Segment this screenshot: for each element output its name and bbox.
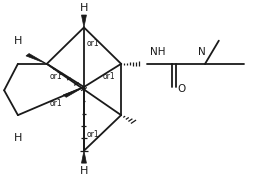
Text: H: H (80, 2, 88, 12)
Text: or1: or1 (49, 99, 62, 108)
Polygon shape (26, 54, 47, 64)
Text: O: O (178, 84, 186, 94)
Polygon shape (63, 87, 84, 97)
Text: or1: or1 (87, 39, 99, 48)
Text: or1: or1 (87, 130, 99, 139)
Text: or1: or1 (103, 72, 116, 81)
Text: H: H (14, 36, 22, 46)
Polygon shape (81, 151, 86, 163)
Text: H: H (80, 166, 88, 176)
Text: H: H (14, 132, 22, 143)
Text: or1: or1 (49, 72, 62, 81)
Polygon shape (81, 15, 86, 27)
Text: NH: NH (150, 47, 165, 57)
Text: N: N (198, 47, 206, 57)
